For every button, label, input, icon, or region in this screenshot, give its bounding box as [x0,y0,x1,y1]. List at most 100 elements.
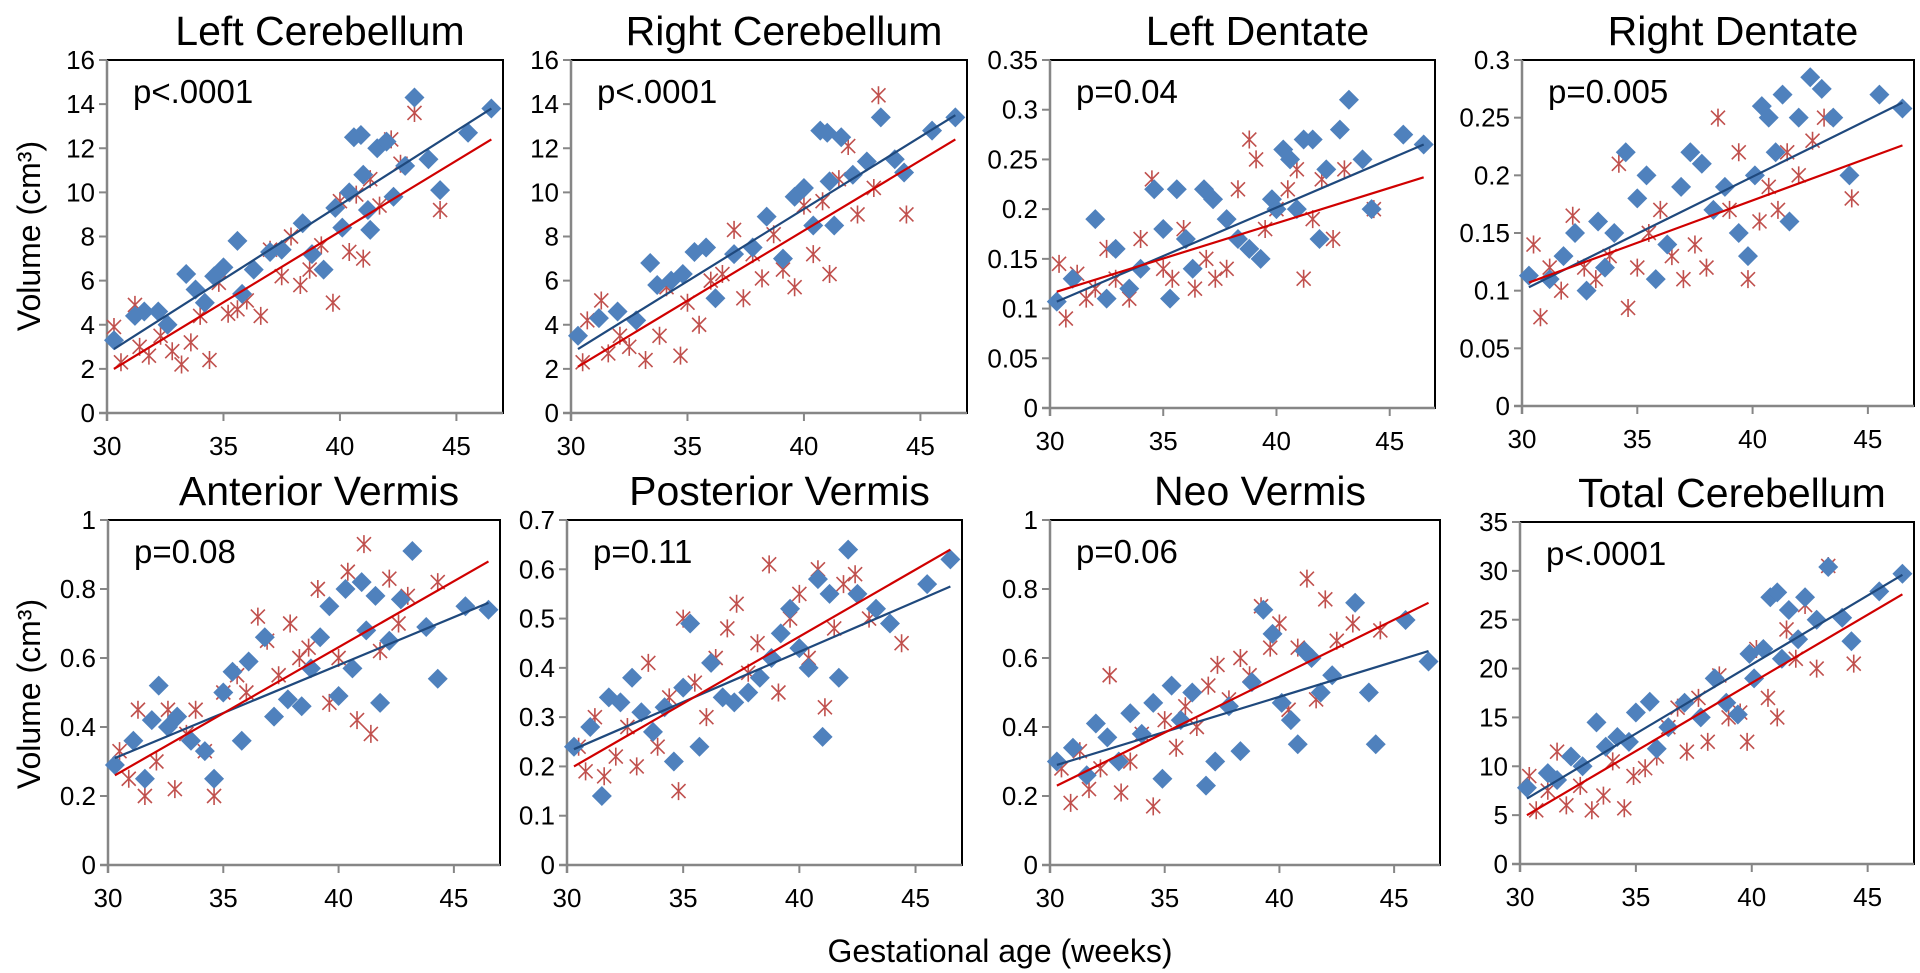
star-point [1625,767,1642,786]
y-tick-label: 6 [545,266,559,296]
star-point [390,614,407,633]
y-tick-label: 0.3 [1474,45,1510,75]
star-point [1092,759,1109,778]
diamond-point [328,685,349,706]
star-point [1770,200,1786,219]
diamond-point [1166,179,1187,200]
star-point [250,607,266,626]
diamond-point [945,107,966,128]
star-point [1844,189,1860,208]
diamond-point [1182,258,1203,279]
star-point [1532,308,1549,327]
diamond-point [1085,209,1106,230]
diamond-point [1131,723,1152,744]
star-point [1652,200,1668,219]
p-value-label: p=0.08 [134,533,236,570]
diamond-point [819,171,840,192]
x-tick-label: 45 [1380,883,1409,913]
scatter-panel: Posterior Vermis p=0.11 0 0.1 0.2 0.3 0.4 0.5 0.… [519,468,963,913]
star-point [1809,659,1825,678]
star-point [1769,708,1785,727]
diamond-point [1716,692,1737,713]
star-point [325,293,341,312]
star-point [349,711,365,730]
star-point [1761,177,1777,196]
y-tick-label: 16 [530,45,559,75]
star-point [1791,166,1807,185]
y-tick-label: 0.15 [987,244,1038,274]
diamond-point [807,569,828,590]
plot-area [106,59,504,414]
p-value-label: p<.0001 [1546,535,1666,572]
y-tick-label: 20 [1479,654,1508,684]
x-tick-label: 45 [1853,424,1882,454]
diamond-point [1690,707,1711,728]
y-tick-label: 15 [1479,702,1508,732]
diamond-point [1310,682,1331,703]
diamond-point [1418,651,1439,672]
x-tick-label: 45 [1853,882,1882,912]
y-tick-label: 0 [541,850,555,880]
diamond-point [772,248,793,269]
diamond-point [798,657,819,678]
star-point [355,249,371,268]
y-tick-label: 0.35 [987,45,1038,75]
diamond-point [1097,727,1118,748]
panel-title: Anterior Vermis [179,468,459,514]
x-tick-label: 35 [1150,883,1179,913]
diamond-point [313,259,334,280]
star-point [1051,254,1067,273]
diamond-point [607,301,628,322]
x-tick-label: 30 [1036,883,1065,913]
star-point [363,724,379,743]
y-tick-label: 0.2 [519,751,555,781]
diamond-point [1658,717,1679,738]
diamond-point [847,583,868,604]
star-point [729,594,745,613]
star-point [1679,742,1695,761]
y-tick-label: 0.3 [1002,95,1038,125]
star-point [1698,258,1715,277]
diamond-point [1728,223,1749,243]
diamond-point [1795,587,1816,608]
diamond-point [680,613,701,634]
x-tick-label: 45 [442,431,471,461]
diamond-point [940,549,961,570]
p-value-label: p=0.04 [1076,73,1178,110]
diamond-point [1553,246,1574,267]
y-tick-label: 30 [1479,556,1508,586]
diamond-point [1765,142,1786,163]
star-point [341,242,357,261]
x-tick-label: 30 [93,431,122,461]
diamond-point [310,627,331,648]
diamond-point [243,259,264,280]
x-axis-label: Gestational age (weeks) [827,933,1172,969]
diamond-point [1046,751,1067,772]
diamond-point [1262,623,1283,644]
star-point [870,86,887,105]
star-point [650,737,666,756]
diamond-point [416,616,437,637]
x-tick-label: 30 [1506,882,1535,912]
star-point [805,245,821,264]
x-tick-label: 35 [1149,426,1178,456]
diamond-point [1627,188,1648,209]
star-point [847,565,863,584]
diamond-point [580,717,601,737]
diamond-point [1338,89,1359,110]
star-point [1219,259,1235,278]
y-tick-label: 25 [1479,605,1508,635]
y-tick-label: 12 [530,133,559,163]
diamond-point [1771,648,1792,669]
star-point [220,304,236,323]
diamond-point [1302,129,1323,150]
diamond-point [640,252,661,273]
star-point [183,333,199,352]
y-tick-label: 0.8 [60,574,96,604]
diamond-point [1161,675,1182,696]
diamond-point [1657,234,1678,255]
y-tick-label: 4 [81,310,95,340]
p-value-label: p<.0001 [133,73,253,110]
star-point [637,351,654,370]
